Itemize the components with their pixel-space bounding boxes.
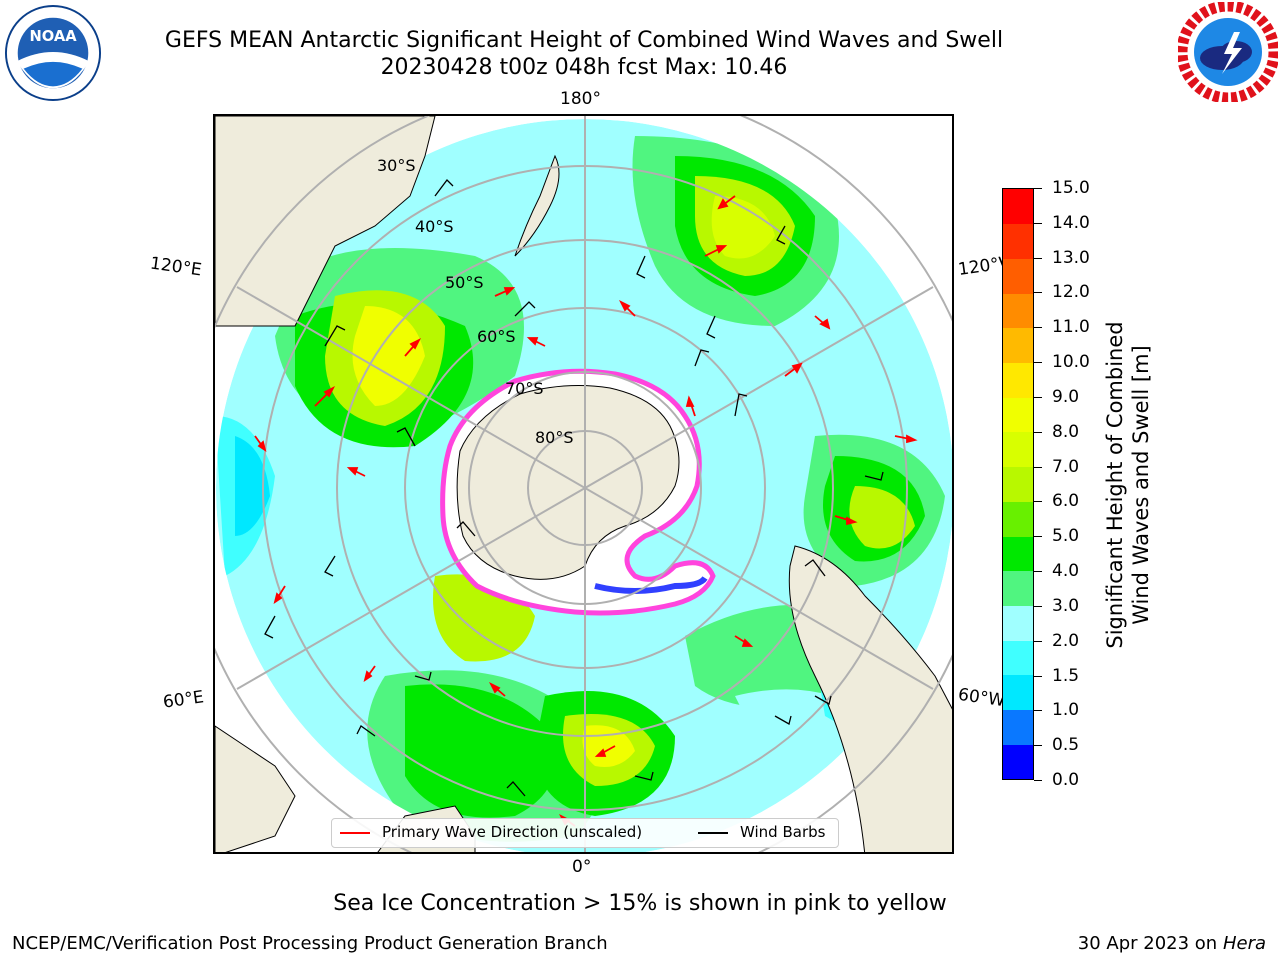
chart-subtitle: 20230428 t00z 048h fcst Max: 10.46 xyxy=(380,55,788,80)
lat-label-70s: 70°S xyxy=(505,379,544,398)
wave-direction-arrows xyxy=(254,195,918,827)
colorbar-segment xyxy=(1003,570,1033,606)
footer-date: 30 Apr 2023 on Hera xyxy=(1078,933,1266,954)
sea-ice-note: Sea Ice Concentration > 15% is shown in … xyxy=(333,891,947,916)
noaa-logo-text: NOAA xyxy=(29,28,77,45)
noaa-logo-icon: NOAA xyxy=(4,4,102,102)
colorbar-tick-label: 7.0 xyxy=(1052,456,1080,477)
colorbar-segment xyxy=(1003,431,1033,468)
colorbar-tick-mark xyxy=(1034,222,1042,224)
colorbar-tick-label: 15.0 xyxy=(1052,178,1090,198)
colorbar-tick-label: 9.0 xyxy=(1052,386,1080,407)
legend-wave-swatch xyxy=(340,832,370,834)
colorbar-segment xyxy=(1003,397,1033,433)
colorbar-tick-mark xyxy=(1034,571,1042,573)
colorbar-segment xyxy=(1003,709,1033,745)
colorbar-tick-label: 10.0 xyxy=(1052,352,1090,373)
nws-logo-icon xyxy=(1178,2,1278,102)
colorbar-tick-mark xyxy=(1034,431,1042,433)
colorbar-segment xyxy=(1003,536,1033,572)
wind-barbs xyxy=(264,179,884,797)
colorbar-segment xyxy=(1003,674,1033,711)
lon-label-60w: 60°W xyxy=(956,684,1007,712)
colorbar-segment xyxy=(1003,293,1033,329)
colorbar-tick-label: 3.0 xyxy=(1052,595,1080,616)
legend-barb-swatch xyxy=(698,832,728,834)
lat-label-30s: 30°S xyxy=(377,156,416,175)
colorbar-segment xyxy=(1003,744,1033,780)
colorbar-tick-label: 2.0 xyxy=(1052,630,1080,651)
lon-label-0: 0° xyxy=(572,857,592,877)
graticule xyxy=(215,116,952,852)
colorbar-title-line2: Wind Waves and Swell [m] xyxy=(1129,345,1153,625)
polar-map: 30°S 40°S 50°S 60°S 70°S 80°S xyxy=(213,114,954,854)
colorbar-tick-label: 1.0 xyxy=(1052,700,1080,721)
colorbar-tick-label: 4.0 xyxy=(1052,561,1080,582)
colorbar-tick-mark xyxy=(1034,292,1042,294)
colorbar-segment xyxy=(1003,327,1033,364)
colorbar-segment xyxy=(1003,189,1033,225)
colorbar xyxy=(1002,188,1034,780)
lon-label-180: 180° xyxy=(560,89,601,109)
lat-label-80s: 80°S xyxy=(535,428,574,447)
colorbar-tick-label: 12.0 xyxy=(1052,282,1090,303)
colorbar-segment xyxy=(1003,223,1033,259)
colorbar-tick-mark xyxy=(1034,605,1042,607)
colorbar-tick-label: 1.5 xyxy=(1052,665,1080,686)
legend-barb-label: Wind Barbs xyxy=(740,823,826,841)
latitude-labels: 30°S 40°S 50°S 60°S 70°S 80°S xyxy=(377,156,574,447)
footer-host: Hera xyxy=(1222,933,1266,954)
colorbar-tick-mark xyxy=(1034,710,1042,712)
lon-label-60e: 60°E xyxy=(161,687,206,713)
colorbar-title: Significant Height of Combined Wind Wave… xyxy=(1102,265,1154,705)
colorbar-segment xyxy=(1003,258,1033,294)
colorbar-segment xyxy=(1003,640,1033,676)
colorbar-tick-mark xyxy=(1034,745,1042,747)
colorbar-tick-label: 0.0 xyxy=(1052,770,1080,790)
lon-label-120e: 120°E xyxy=(148,253,203,281)
colorbar-tick-label: 5.0 xyxy=(1052,526,1080,547)
colorbar-tick-label: 13.0 xyxy=(1052,247,1090,268)
colorbar-segment xyxy=(1003,362,1033,398)
lat-label-40s: 40°S xyxy=(415,217,454,236)
legend-wave-label: Primary Wave Direction (unscaled) xyxy=(382,823,643,841)
footer-date-text: 30 Apr 2023 on xyxy=(1077,933,1223,954)
colorbar-tick-mark xyxy=(1034,257,1042,259)
colorbar-tick-mark xyxy=(1034,675,1042,677)
colorbar-tick-mark xyxy=(1034,466,1042,468)
colorbar-segment xyxy=(1003,501,1033,537)
colorbar-segment xyxy=(1003,466,1033,502)
colorbar-tick-mark xyxy=(1034,780,1042,781)
lat-label-60s: 60°S xyxy=(477,327,516,346)
colorbar-tick-mark xyxy=(1034,362,1042,364)
map-legend: Primary Wave Direction (unscaled) Wind B… xyxy=(331,818,839,848)
colorbar-tick-label: 0.5 xyxy=(1052,735,1080,756)
colorbar-tick-mark xyxy=(1034,396,1042,398)
colorbar-tick-label: 14.0 xyxy=(1052,212,1090,233)
lat-label-50s: 50°S xyxy=(445,273,484,292)
colorbar-tick-label: 8.0 xyxy=(1052,421,1080,442)
colorbar-tick-mark xyxy=(1034,188,1042,189)
colorbar-tick-label: 6.0 xyxy=(1052,491,1080,512)
colorbar-tick-label: 11.0 xyxy=(1052,317,1090,338)
colorbar-tick-mark xyxy=(1034,327,1042,329)
polar-map-canvas: 30°S 40°S 50°S 60°S 70°S 80°S xyxy=(215,116,952,852)
chart-title: GEFS MEAN Antarctic Significant Height o… xyxy=(164,28,1004,53)
colorbar-tick-mark xyxy=(1034,501,1042,503)
colorbar-tick-mark xyxy=(1034,536,1042,538)
footer-credit: NCEP/EMC/Verification Post Processing Pr… xyxy=(12,933,608,954)
colorbar-title-line1: Significant Height of Combined xyxy=(1103,321,1127,649)
colorbar-tick-mark xyxy=(1034,640,1042,642)
colorbar-segment xyxy=(1003,605,1033,641)
